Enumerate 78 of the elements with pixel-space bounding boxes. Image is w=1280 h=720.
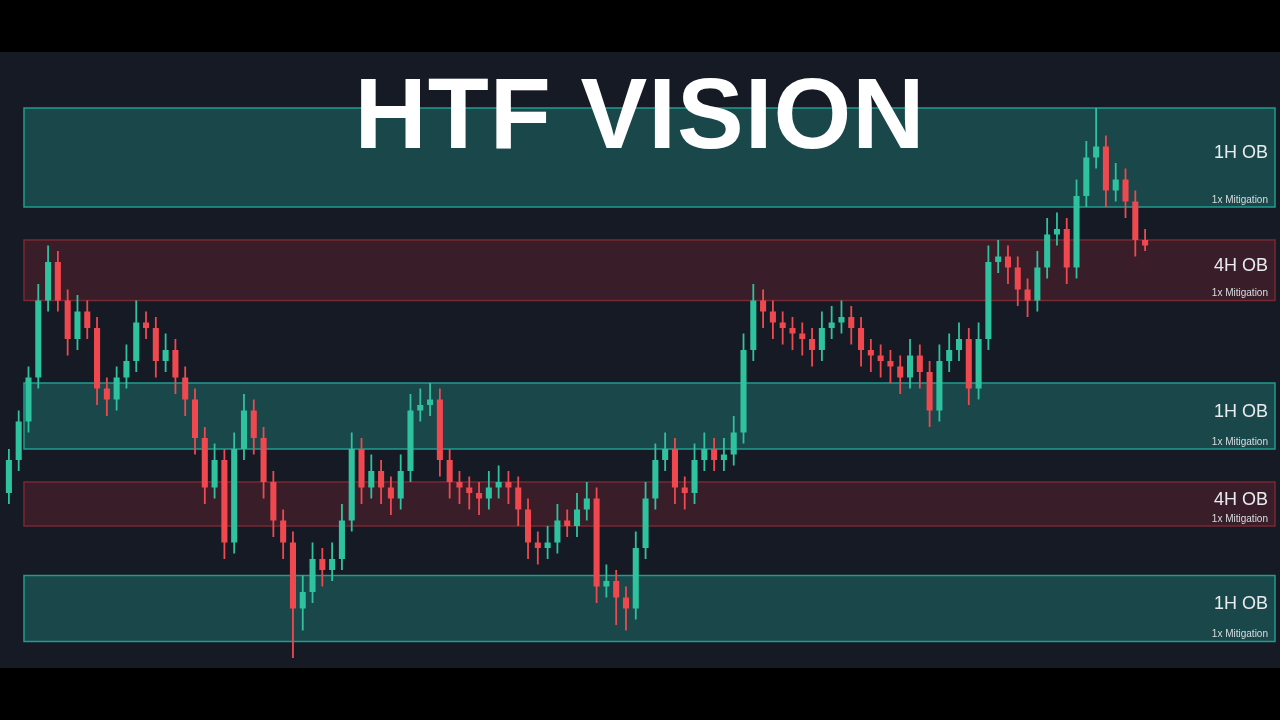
annotation: 1x Mitigation <box>1211 435 1268 447</box>
candlestick <box>1014 255 1021 307</box>
candlestick <box>1024 277 1031 318</box>
candlestick <box>495 464 502 500</box>
candlestick <box>123 343 130 390</box>
candlestick <box>476 481 483 516</box>
candlestick <box>456 470 463 505</box>
candlestick <box>769 299 776 340</box>
candlestick <box>906 338 914 390</box>
candlestick <box>319 547 326 588</box>
candlestick <box>417 387 424 423</box>
candlestick <box>995 239 1002 274</box>
candlestick <box>387 475 394 516</box>
candlestick <box>544 525 551 560</box>
band-label: 4H OB <box>1213 488 1268 509</box>
candlestick <box>730 415 737 467</box>
candlestick <box>485 470 492 511</box>
annotation: 1x Mitigation <box>1211 512 1268 524</box>
annotation: 1x Mitigation <box>1211 193 1268 205</box>
candlestick <box>681 475 688 511</box>
candlestick <box>897 354 904 395</box>
candlestick <box>378 459 385 505</box>
candlestick <box>809 327 816 368</box>
candlestick <box>818 310 825 362</box>
candlestick <box>505 470 512 505</box>
candlestick <box>564 508 571 538</box>
band-label: 1H OB <box>1213 593 1268 614</box>
candlestick <box>1053 211 1060 247</box>
band-label: 4H OB <box>1213 255 1268 276</box>
candlestick <box>427 382 434 417</box>
candlestick <box>828 305 835 340</box>
candlestick <box>162 332 169 373</box>
candlestick <box>446 448 453 500</box>
candlestick <box>113 365 120 412</box>
candlestick <box>84 299 91 340</box>
candlestick <box>583 481 590 522</box>
candlestick <box>466 475 473 511</box>
candlestick <box>1112 162 1119 203</box>
candlestick <box>799 321 806 357</box>
candlestick <box>299 574 306 632</box>
candlestick <box>534 530 541 566</box>
candlestick <box>916 343 923 390</box>
candlestick <box>955 321 963 362</box>
candlestick <box>182 365 189 417</box>
band-label: 1H OB <box>1213 400 1268 421</box>
candlestick <box>103 376 110 417</box>
candlestick <box>779 310 786 346</box>
candlestick <box>867 338 874 373</box>
candlestick <box>858 316 865 368</box>
band-label: 1H OB <box>1213 142 1268 163</box>
candlestick <box>877 343 884 379</box>
candlestick <box>554 503 561 555</box>
candlestick <box>1093 107 1100 170</box>
candlestick <box>622 585 630 632</box>
candlestick <box>887 349 894 384</box>
candlestick <box>662 431 669 472</box>
candlestick <box>720 437 727 472</box>
candlestick <box>280 508 287 560</box>
chart-title: HTF VISION <box>354 57 926 169</box>
candlestick <box>613 569 620 626</box>
candlestick <box>1122 167 1129 219</box>
candlestick <box>701 431 708 472</box>
candlestick <box>573 492 581 538</box>
candlestick <box>603 563 610 599</box>
candlestick <box>1004 244 1012 285</box>
candlestick <box>848 305 855 346</box>
candlestick <box>142 310 150 340</box>
annotation: 1x Mitigation <box>1211 628 1268 640</box>
candlestick <box>838 299 845 335</box>
candlestick <box>515 475 522 527</box>
candlestick <box>1142 228 1149 252</box>
candlestick <box>368 453 375 500</box>
candlestick <box>329 541 336 582</box>
candlestick <box>711 437 718 472</box>
annotation: 1x Mitigation <box>1211 287 1268 299</box>
candlestick <box>789 316 796 351</box>
candlestick <box>946 332 953 373</box>
candlestick <box>760 288 767 329</box>
